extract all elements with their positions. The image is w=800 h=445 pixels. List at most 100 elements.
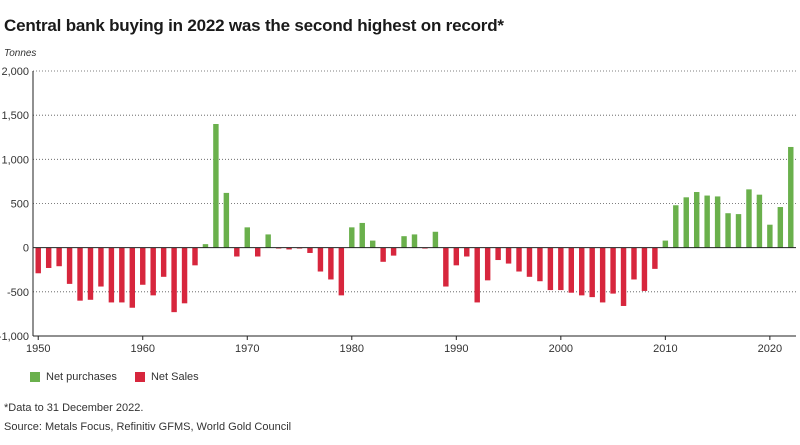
- bar-net-sale: [443, 247, 449, 287]
- bars: [35, 124, 794, 313]
- bar-net-purchase: [714, 196, 721, 248]
- bar-net-purchase: [693, 192, 700, 248]
- bar-net-sale: [641, 247, 648, 291]
- bar-net-sale: [474, 247, 480, 303]
- bar-net-purchase: [673, 205, 679, 248]
- bar-net-sale: [98, 247, 104, 287]
- legend-item-net-sales: Net Sales: [134, 371, 199, 383]
- bar-net-sale: [631, 247, 637, 280]
- bar-net-purchase: [213, 124, 219, 248]
- bar-net-sale: [66, 247, 73, 284]
- chart-title: Central bank buying in 2022 was the seco…: [4, 16, 504, 35]
- bar-net-purchase: [244, 227, 250, 248]
- x-tick-label: 1960: [131, 343, 155, 355]
- bar-net-sale: [129, 247, 136, 308]
- bar-net-purchase: [223, 192, 230, 248]
- bar-net-sale: [505, 247, 512, 264]
- gridlines: [33, 70, 796, 337]
- bar-net-sale: [495, 247, 501, 261]
- bar-net-sale: [453, 247, 460, 266]
- x-tick-label: 2020: [758, 343, 782, 355]
- x-tick-label: 1980: [340, 343, 364, 355]
- y-tick-label: 500: [11, 199, 29, 211]
- bar-net-sale: [307, 247, 313, 253]
- bar-net-sale: [56, 247, 62, 267]
- bar-net-sale: [338, 247, 345, 296]
- bar-net-sale: [87, 247, 94, 300]
- x-axis-ticks: 1950 1960 1970 1980 1990 2000 2010 2020: [26, 336, 782, 355]
- bar-net-purchase: [767, 224, 773, 248]
- y-axis-ticks: 2,000 1,500 1,000 500 0 -500 -1,000: [0, 66, 29, 343]
- bar-net-purchase: [202, 244, 209, 248]
- bar-net-sale: [171, 247, 177, 313]
- bar-net-sale: [150, 247, 156, 296]
- bar-net-sale: [589, 247, 595, 298]
- y-tick-label: 0: [23, 243, 29, 255]
- legend-swatch-net-purchases: [30, 372, 40, 382]
- bar-net-sale: [526, 247, 533, 277]
- bar-net-purchase: [401, 236, 407, 248]
- bar-net-sale: [160, 247, 167, 277]
- bar-net-sale: [317, 247, 324, 272]
- bar-net-sale: [516, 247, 522, 272]
- y-tick-label: -500: [7, 287, 29, 299]
- bar-net-sale: [255, 247, 261, 257]
- bar-net-purchase: [735, 214, 742, 248]
- bar-net-purchase: [411, 234, 418, 248]
- bar-net-purchase: [746, 189, 752, 248]
- x-tick-label: 2010: [653, 343, 677, 355]
- x-tick-label: 1950: [26, 343, 50, 355]
- legend-swatch-net-sales: [134, 372, 145, 382]
- bar-net-sale: [328, 247, 334, 280]
- bar-net-purchase: [432, 231, 439, 248]
- bar-net-sale: [390, 247, 397, 256]
- legend-label-net-sales: Net Sales: [150, 371, 199, 383]
- bar-net-sale: [610, 247, 616, 294]
- bar-net-purchase: [349, 227, 355, 248]
- bar-net-sale: [558, 247, 564, 291]
- bar-net-purchase: [725, 213, 731, 248]
- y-tick-label: 1,500: [1, 110, 29, 122]
- legend-item-net-purchases: Net purchases: [30, 371, 117, 383]
- bar-net-purchase: [704, 195, 710, 248]
- chart-legend: Net purchases Net Sales: [30, 371, 199, 383]
- bar-net-sale: [380, 247, 386, 262]
- bar-net-sale: [599, 247, 606, 303]
- bar-net-sale: [620, 247, 627, 306]
- bar-net-purchase: [369, 240, 376, 248]
- bar-net-sale: [45, 247, 52, 268]
- y-tick-label: 2,000: [1, 66, 29, 78]
- bar-net-sale: [140, 247, 146, 285]
- y-tick-label: -1,000: [0, 331, 29, 343]
- bar-net-purchase: [662, 240, 669, 248]
- bar-net-sale: [119, 247, 125, 303]
- bar-net-sale: [234, 247, 240, 257]
- y-tick-label: 1,000: [1, 154, 29, 166]
- axes: [32, 71, 796, 337]
- bar-net-sale: [579, 247, 585, 296]
- bar-net-sale: [286, 247, 292, 250]
- bar-net-sale: [464, 247, 470, 257]
- bar-net-purchase: [777, 207, 784, 248]
- bar-net-sale: [652, 247, 658, 269]
- bar-net-sale: [568, 247, 574, 293]
- bar-net-sale: [108, 247, 115, 303]
- bar-net-sale: [484, 247, 491, 281]
- bar-net-sale: [547, 247, 554, 291]
- bar-net-purchase: [683, 197, 689, 248]
- bar-net-sale: [192, 247, 198, 266]
- bar-net-sale: [181, 247, 188, 304]
- x-tick-label: 2000: [549, 343, 573, 355]
- footnote: *Data to 31 December 2022.: [4, 402, 144, 414]
- bar-net-sale: [77, 247, 83, 301]
- legend-label-net-purchases: Net purchases: [46, 371, 117, 383]
- y-axis-unit-label: Tonnes: [4, 48, 37, 59]
- bar-net-purchase: [359, 222, 365, 248]
- bar-net-purchase: [756, 194, 763, 248]
- x-tick-label: 1990: [444, 343, 468, 355]
- bar-net-purchase: [788, 146, 794, 248]
- bar-net-sale: [537, 247, 543, 282]
- source-note: Source: Metals Focus, Refinitiv GFMS, Wo…: [4, 421, 292, 433]
- bar-net-sale: [35, 247, 41, 274]
